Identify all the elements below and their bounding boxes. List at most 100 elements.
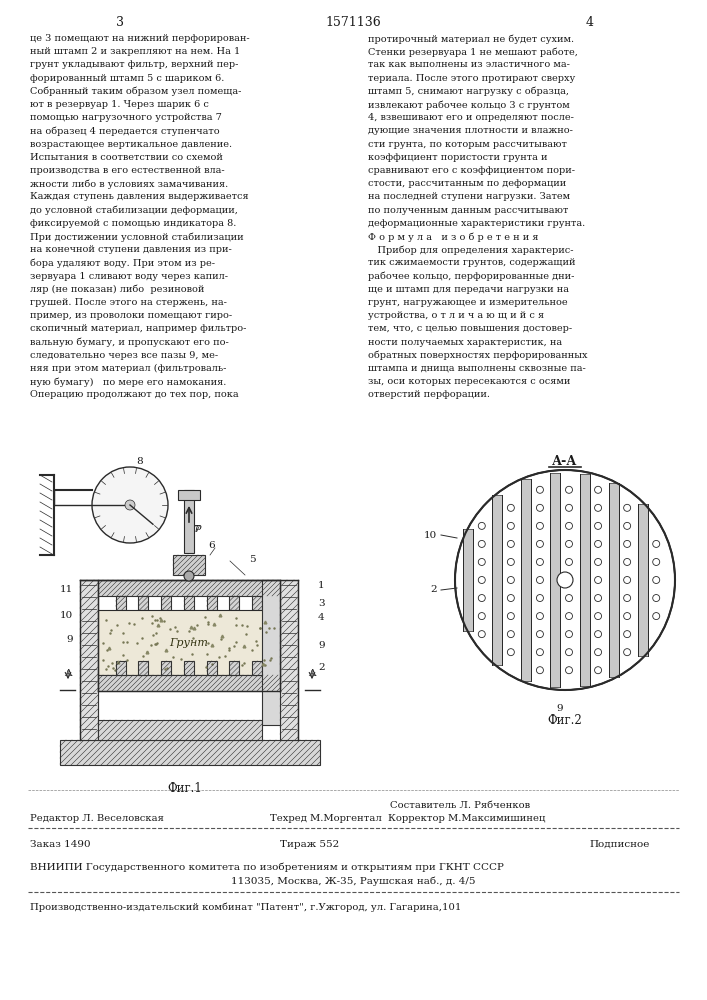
Circle shape [479, 576, 485, 584]
Circle shape [595, 613, 602, 620]
Bar [551, 473, 561, 687]
Bar [252, 596, 262, 610]
Text: Составитель Л. Рябченков: Составитель Л. Рябченков [390, 801, 530, 810]
Text: 9: 9 [66, 636, 73, 645]
Circle shape [479, 595, 485, 602]
Text: A: A [308, 668, 316, 678]
Bar [98, 610, 280, 675]
Bar [184, 661, 194, 675]
Text: Операцию продолжают до тех пор, пока: Операцию продолжают до тех пор, пока [30, 390, 239, 399]
Text: протирочный материал не будет сухим.: протирочный материал не будет сухим. [368, 34, 574, 43]
Circle shape [537, 486, 544, 493]
Circle shape [479, 613, 485, 620]
Circle shape [624, 595, 631, 602]
Text: штампа и днища выполнены сквозные па-: штампа и днища выполнены сквозные па- [368, 364, 586, 373]
Text: 1: 1 [318, 580, 325, 589]
Bar [280, 580, 298, 740]
Bar [98, 720, 262, 740]
Text: на конечной ступени давления из при-: на конечной ступени давления из при- [30, 245, 232, 254]
Circle shape [508, 631, 515, 638]
Text: 4, взвешивают его и определяют после-: 4, взвешивают его и определяют после- [368, 113, 574, 122]
Text: Подписное: Подписное [590, 840, 650, 849]
Text: Фиг.1: Фиг.1 [168, 782, 202, 795]
Text: производства в его естественной вла-: производства в его естественной вла- [30, 166, 225, 175]
Circle shape [595, 522, 602, 529]
Bar [98, 580, 280, 596]
Text: Производственно-издательский комбинат "Патент", г.Ужгород, ул. Гагарина,101: Производственно-издательский комбинат "П… [30, 902, 462, 912]
Text: ности получаемых характеристик, на: ности получаемых характеристик, на [368, 338, 562, 347]
Text: 1571136: 1571136 [325, 16, 381, 29]
Text: грушей. После этого на стержень, на-: грушей. После этого на стержень, на- [30, 298, 227, 307]
Text: териала. После этого протирают сверху: териала. После этого протирают сверху [368, 74, 575, 83]
Text: ный штамп 2 и закрепляют на нем. На 1: ный штамп 2 и закрепляют на нем. На 1 [30, 47, 240, 56]
Circle shape [557, 572, 573, 588]
Text: Стенки резервуара 1 не мешают работе,: Стенки резервуара 1 не мешают работе, [368, 47, 578, 57]
Text: ную бумагу)   по мере его намокания.: ную бумагу) по мере его намокания. [30, 377, 226, 387]
Text: жности либо в условиях замачивания.: жности либо в условиях замачивания. [30, 179, 228, 189]
Bar [252, 661, 262, 675]
Circle shape [537, 667, 544, 674]
Bar [161, 661, 171, 675]
Text: Редактор Л. Веселовская: Редактор Л. Веселовская [30, 814, 164, 823]
Text: 6: 6 [209, 540, 216, 550]
Bar [116, 596, 126, 610]
Bar [184, 490, 194, 553]
Bar [638, 504, 648, 656]
Bar [206, 596, 217, 610]
Text: следовательно через все пазы 9, ме-: следовательно через все пазы 9, ме- [30, 351, 218, 360]
Bar [206, 661, 217, 675]
Text: Тираж 552: Тираж 552 [281, 840, 339, 849]
Text: ют в резервуар 1. Через шарик 6 с: ют в резервуар 1. Через шарик 6 с [30, 100, 209, 109]
Text: штамп 5, снимают нагрузку с образца,: штамп 5, снимают нагрузку с образца, [368, 87, 569, 96]
Circle shape [479, 631, 485, 638]
Circle shape [537, 576, 544, 584]
Text: рабочее кольцо, перфорированные дни-: рабочее кольцо, перфорированные дни- [368, 272, 574, 281]
Text: 5: 5 [249, 556, 255, 564]
Circle shape [508, 613, 515, 620]
Circle shape [455, 470, 675, 690]
Circle shape [595, 486, 602, 493]
Circle shape [653, 576, 660, 584]
Bar [116, 661, 126, 675]
Circle shape [537, 540, 544, 547]
Text: ляр (не показан) либо  резиновой: ляр (не показан) либо резиновой [30, 285, 204, 294]
Text: 10: 10 [423, 530, 437, 540]
Text: тик сжимаемости грунтов, содержащий: тик сжимаемости грунтов, содержащий [368, 258, 575, 267]
Circle shape [566, 540, 573, 547]
Circle shape [624, 576, 631, 584]
Circle shape [537, 504, 544, 511]
Bar [139, 596, 148, 610]
Text: коэффициент пористости грунта и: коэффициент пористости грунта и [368, 153, 547, 162]
Circle shape [595, 631, 602, 638]
Circle shape [537, 595, 544, 602]
Circle shape [479, 522, 485, 529]
Circle shape [566, 595, 573, 602]
Circle shape [595, 649, 602, 656]
Circle shape [653, 613, 660, 620]
Text: Фиг.2: Фиг.2 [548, 714, 583, 727]
Text: 7: 7 [193, 526, 199, 534]
Text: Прибор для определения характерис-: Прибор для определения характерис- [368, 245, 573, 255]
Text: фиксируемой с помощью индикатора 8.: фиксируемой с помощью индикатора 8. [30, 219, 236, 228]
Bar [580, 474, 590, 686]
Text: 4: 4 [586, 16, 594, 29]
Circle shape [595, 595, 602, 602]
Circle shape [508, 595, 515, 602]
Bar [463, 529, 473, 631]
Circle shape [508, 504, 515, 511]
Circle shape [595, 558, 602, 565]
Text: по полученным данным рассчитывают: по полученным данным рассчитывают [368, 206, 568, 215]
Circle shape [595, 667, 602, 674]
Circle shape [624, 504, 631, 511]
Circle shape [479, 558, 485, 565]
Circle shape [653, 595, 660, 602]
Text: зы, оси которых пересекаются с осями: зы, оси которых пересекаются с осями [368, 377, 571, 386]
Bar [230, 661, 240, 675]
Text: деформационные характеристики грунта.: деформационные характеристики грунта. [368, 219, 585, 228]
Text: 3: 3 [116, 16, 124, 29]
Text: дующие значения плотности и влажно-: дующие значения плотности и влажно- [368, 126, 573, 135]
Circle shape [653, 558, 660, 565]
Circle shape [184, 571, 194, 581]
Bar [161, 596, 171, 610]
Circle shape [479, 540, 485, 547]
